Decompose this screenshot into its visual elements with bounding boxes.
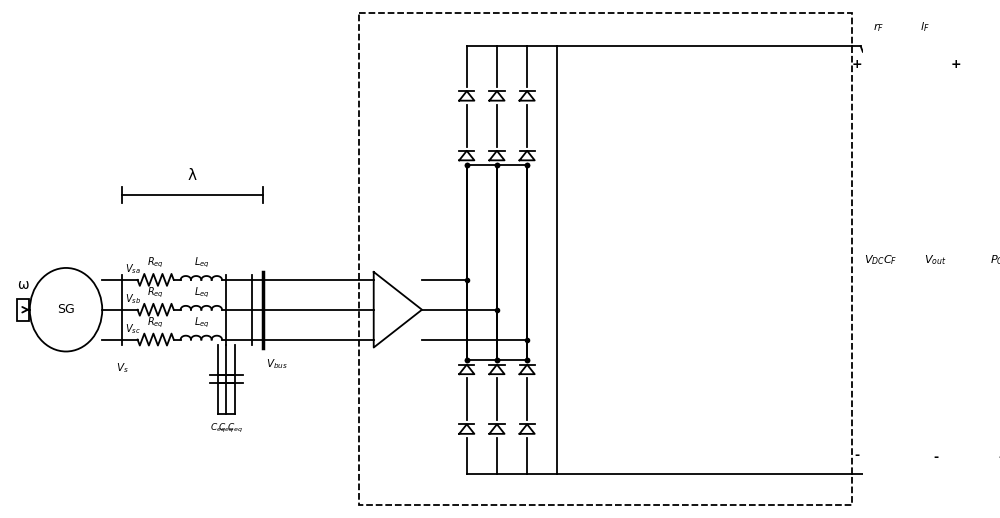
Text: $R_{eq}$: $R_{eq}$ <box>147 255 164 270</box>
Text: ω: ω <box>17 278 29 292</box>
Text: SG: SG <box>57 303 75 316</box>
Text: $C_{eq}$: $C_{eq}$ <box>227 422 243 435</box>
Text: +: + <box>950 58 961 71</box>
Text: $V_s$: $V_s$ <box>116 362 128 375</box>
Bar <box>986 210 1000 310</box>
Text: $r_F$: $r_F$ <box>873 21 884 34</box>
Text: +: + <box>852 58 863 71</box>
Text: $R_{eq}$: $R_{eq}$ <box>147 285 164 300</box>
Text: $l_F$: $l_F$ <box>920 20 930 34</box>
Text: $L_{eq}$: $L_{eq}$ <box>194 255 209 270</box>
Text: -: - <box>855 449 860 462</box>
Text: -: - <box>933 451 938 464</box>
Text: $V_{sc}$: $V_{sc}$ <box>125 322 140 336</box>
Text: -: - <box>999 451 1000 464</box>
Text: $C_{eq}$: $C_{eq}$ <box>210 422 226 435</box>
Bar <box>17 299 29 321</box>
Text: $V_{out}$: $V_{out}$ <box>924 253 946 267</box>
Text: $V_{sa}$: $V_{sa}$ <box>125 262 141 276</box>
Text: $P_{CPL}$: $P_{CPL}$ <box>990 253 1000 267</box>
Text: $C_F$: $C_F$ <box>883 253 898 267</box>
Text: λ: λ <box>188 168 197 183</box>
Text: $L_{eq}$: $L_{eq}$ <box>194 315 209 329</box>
Text: $L_{eq}$: $L_{eq}$ <box>194 285 209 300</box>
Text: $V_{sb}$: $V_{sb}$ <box>125 292 141 306</box>
Text: $C_{eq}$: $C_{eq}$ <box>218 422 234 435</box>
Text: $V_{bus}$: $V_{bus}$ <box>266 357 288 371</box>
Text: $V_{DC}$: $V_{DC}$ <box>864 253 885 267</box>
Text: $R_{eq}$: $R_{eq}$ <box>147 315 164 329</box>
